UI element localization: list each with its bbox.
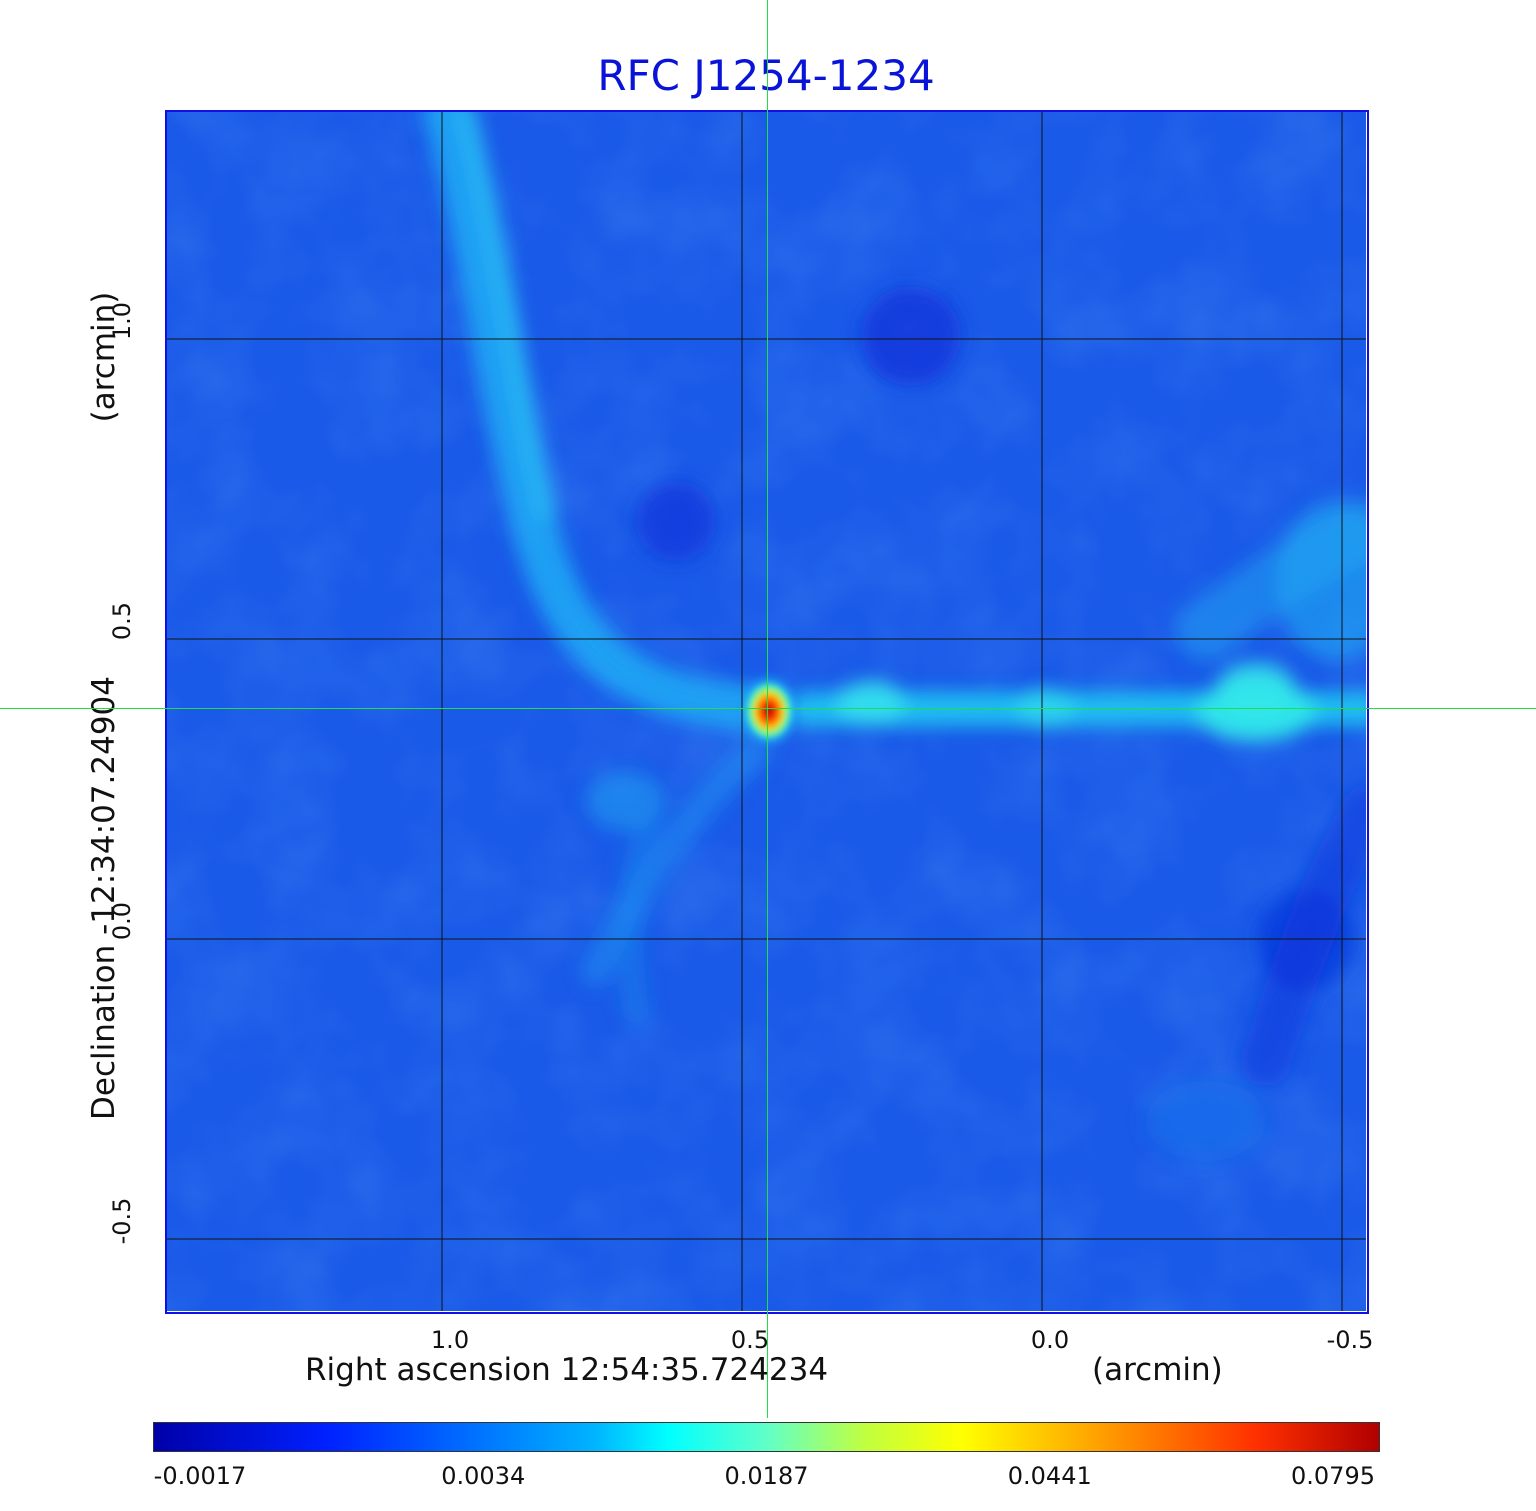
diffuse-blob — [1146, 1081, 1266, 1161]
colorbar — [153, 1422, 1380, 1452]
y-tick-label: -0.5 — [108, 1197, 136, 1245]
colorbar-tick-label: 0.0187 — [724, 1462, 809, 1490]
diffuse-blob — [586, 771, 666, 831]
crosshair-vertical — [767, 0, 768, 1418]
plot-area[interactable] — [166, 111, 1366, 1311]
colorbar-tick-label: 0.0034 — [441, 1462, 526, 1490]
image-map — [166, 111, 1366, 1311]
x-tick-label: -0.5 — [1326, 1326, 1374, 1354]
jet-knot-bright — [1196, 681, 1316, 741]
y-tick-label: 0.5 — [108, 601, 136, 641]
colorbar-tick-label: 0.0795 — [1291, 1462, 1375, 1490]
sidelobe-south-2 — [616, 818, 659, 1024]
x-tick-label: 1.0 — [430, 1326, 470, 1354]
sidelobe-arc-core — [456, 111, 556, 521]
diffuse-blob — [1276, 501, 1366, 661]
dark-spot — [1256, 891, 1356, 991]
x-tick-label: 0.0 — [1030, 1326, 1070, 1354]
x-axis-unit: (arcmin) — [1092, 1352, 1223, 1388]
y-axis-label: Declination -12:34:07.24904 — [86, 676, 122, 1120]
sidelobe-arc — [423, 111, 789, 732]
colorbar-tick-label: -0.0017 — [153, 1462, 247, 1490]
dark-spot — [636, 481, 716, 561]
y-axis-unit: (arcmin) — [86, 291, 122, 423]
x-axis-label: Right ascension 12:54:35.724234 — [305, 1352, 829, 1388]
core-peak — [745, 681, 793, 741]
x-tick-label: 0.5 — [730, 1326, 770, 1354]
colorbar-tick-label: 0.0441 — [1007, 1462, 1092, 1490]
chart-title: RFC J1254-1234 — [597, 51, 935, 100]
dark-spot — [861, 286, 961, 386]
jet-knot — [836, 681, 906, 725]
sidelobe-south — [581, 736, 771, 986]
crosshair-horizontal — [0, 708, 1536, 709]
